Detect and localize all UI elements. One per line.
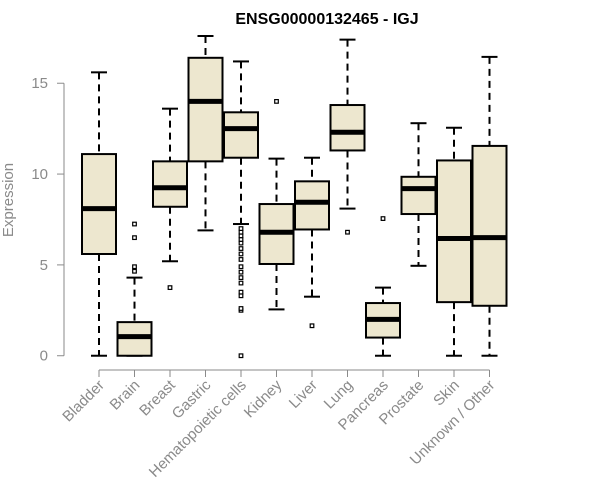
box-brain xyxy=(116,221,153,357)
outlier-point xyxy=(274,98,279,104)
box-iqr xyxy=(400,175,437,216)
box-iqr xyxy=(436,159,472,304)
outlier-point xyxy=(132,264,137,270)
box-iqr xyxy=(81,153,117,255)
outlier-point xyxy=(132,221,137,227)
y-tick-label: 15 xyxy=(31,75,48,92)
x-tick-label: Kidney xyxy=(241,376,286,421)
outlier-point xyxy=(238,264,244,270)
y-tick-label: 0 xyxy=(40,348,48,365)
box-gastric xyxy=(187,35,224,232)
box-iqr xyxy=(471,144,508,307)
boxes xyxy=(81,35,508,359)
box-lung xyxy=(329,38,366,235)
box-skin xyxy=(436,126,472,357)
outlier-point xyxy=(238,306,244,311)
outlier-point xyxy=(238,353,244,359)
outlier-point xyxy=(380,216,386,221)
y-tick-label: 5 xyxy=(40,257,48,274)
box-kidney xyxy=(258,98,295,311)
outlier-point xyxy=(238,226,244,231)
x-tick-label: Liver xyxy=(286,377,321,412)
y-tick-label: 10 xyxy=(31,166,48,183)
box-breast xyxy=(152,107,188,291)
box-iqr xyxy=(294,180,330,231)
box-bladder xyxy=(81,71,117,357)
outlier-point xyxy=(132,235,137,241)
outlier-point xyxy=(238,280,244,286)
outlier-point xyxy=(345,229,350,235)
y-axis: 0 5 10 15 xyxy=(31,75,65,365)
box-liver xyxy=(294,156,330,329)
box-pancreas xyxy=(365,216,401,357)
outlier-point xyxy=(238,289,244,295)
x-tick-label: Bladder xyxy=(59,377,108,426)
box-iqr xyxy=(223,111,259,159)
outlier-point xyxy=(167,285,173,291)
outlier-point xyxy=(309,323,315,329)
outlier-point xyxy=(132,268,137,274)
outlier-point xyxy=(238,257,244,262)
outlier-point xyxy=(238,275,244,281)
box-iqr xyxy=(329,104,366,152)
outlier-point xyxy=(238,251,244,257)
outlier-point xyxy=(238,269,244,275)
outlier-point xyxy=(238,246,244,251)
box-iqr xyxy=(152,160,188,208)
box-hematopoietic-cells xyxy=(223,60,259,359)
box-unknown-other xyxy=(471,55,508,357)
box-prostate xyxy=(400,122,437,267)
box-iqr xyxy=(187,56,224,163)
chart-title: ENSG00000132465 - IGJ xyxy=(235,11,418,28)
y-axis-title: Expression xyxy=(0,163,17,237)
